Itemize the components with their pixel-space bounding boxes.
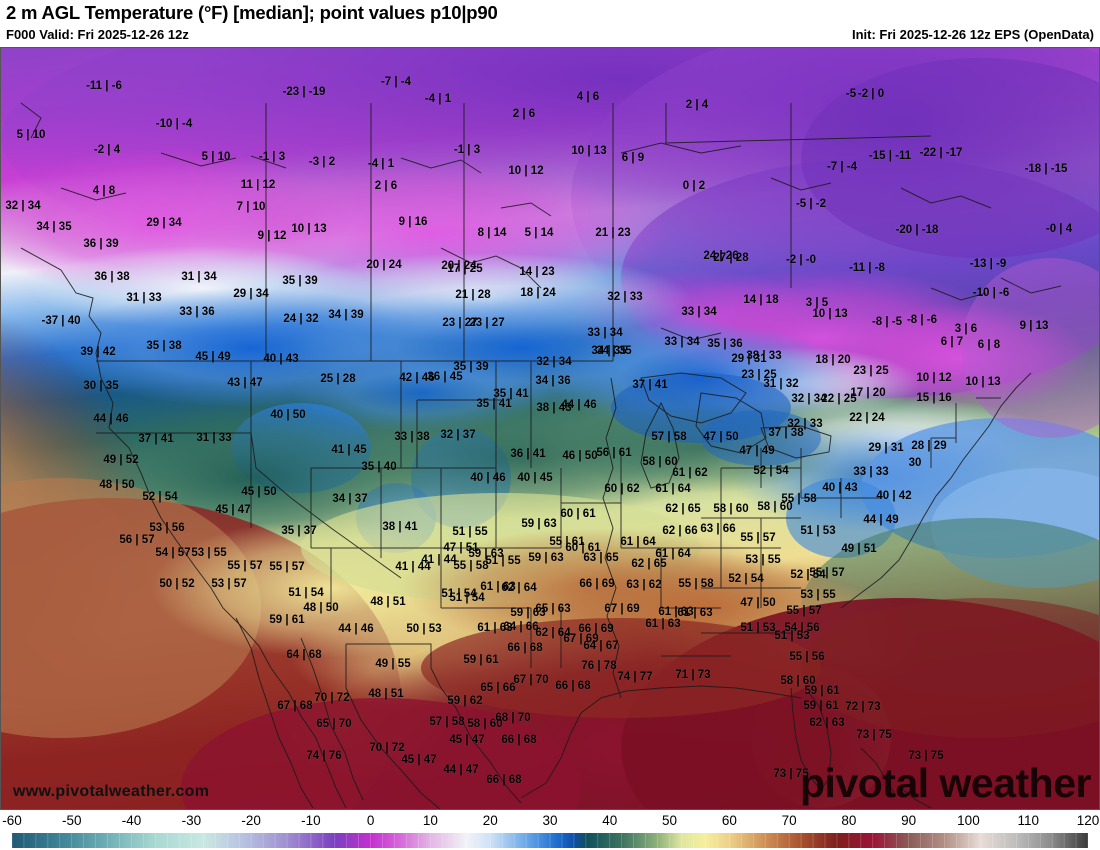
colorbar-tick: -60 bbox=[2, 813, 22, 828]
colorbar-tick: -40 bbox=[121, 813, 142, 828]
colorbar-tick: 100 bbox=[957, 813, 980, 828]
colorbar-tick: -50 bbox=[62, 813, 82, 828]
colorbar-tick: 60 bbox=[721, 813, 737, 828]
colorbar-tick: 30 bbox=[542, 813, 558, 828]
page-title: 2 m AGL Temperature (°F) [median]; point… bbox=[6, 2, 498, 23]
colorbar-tick: 20 bbox=[482, 813, 498, 828]
temperature-field bbox=[1, 48, 1099, 809]
brand-watermark: pivotal weather bbox=[800, 760, 1091, 806]
colorbar-tick: -30 bbox=[181, 813, 202, 828]
colorbar-tick-labels: -60 -50 -40 -30 -20 -10 0 10 20 30 40 50 60 70 80 90 100… bbox=[0, 812, 1100, 832]
colorbar-tick: 90 bbox=[901, 813, 917, 828]
colorbar-gradient bbox=[12, 833, 1088, 848]
map-header: 2 m AGL Temperature (°F) [median]; point… bbox=[0, 0, 1100, 48]
colorbar-tick: 40 bbox=[602, 813, 618, 828]
colorbar-tick: -20 bbox=[241, 813, 261, 828]
colorbar-tick: 0 bbox=[366, 813, 375, 828]
map-canvas bbox=[1, 48, 1099, 809]
colorbar-tick: -10 bbox=[301, 813, 321, 828]
colorbar-tick: 110 bbox=[1017, 813, 1039, 828]
colorbar-tick: 70 bbox=[781, 813, 797, 828]
valid-time-label: F000 Valid: Fri 2025-12-26 12z bbox=[6, 27, 189, 42]
colorbar-tick: 10 bbox=[422, 813, 438, 828]
colorbar: -60 -50 -40 -30 -20 -10 0 10 20 30 40 50 60 70 80 90 100… bbox=[0, 812, 1100, 850]
colorbar-tick: 120 bbox=[1076, 813, 1100, 828]
init-time-label: Init: Fri 2025-12-26 12z EPS (OpenData) bbox=[851, 27, 1094, 42]
colorbar-tick: 80 bbox=[841, 813, 857, 828]
colorbar-tick: 50 bbox=[662, 813, 678, 828]
site-url-watermark: www.pivotalweather.com bbox=[13, 783, 210, 800]
